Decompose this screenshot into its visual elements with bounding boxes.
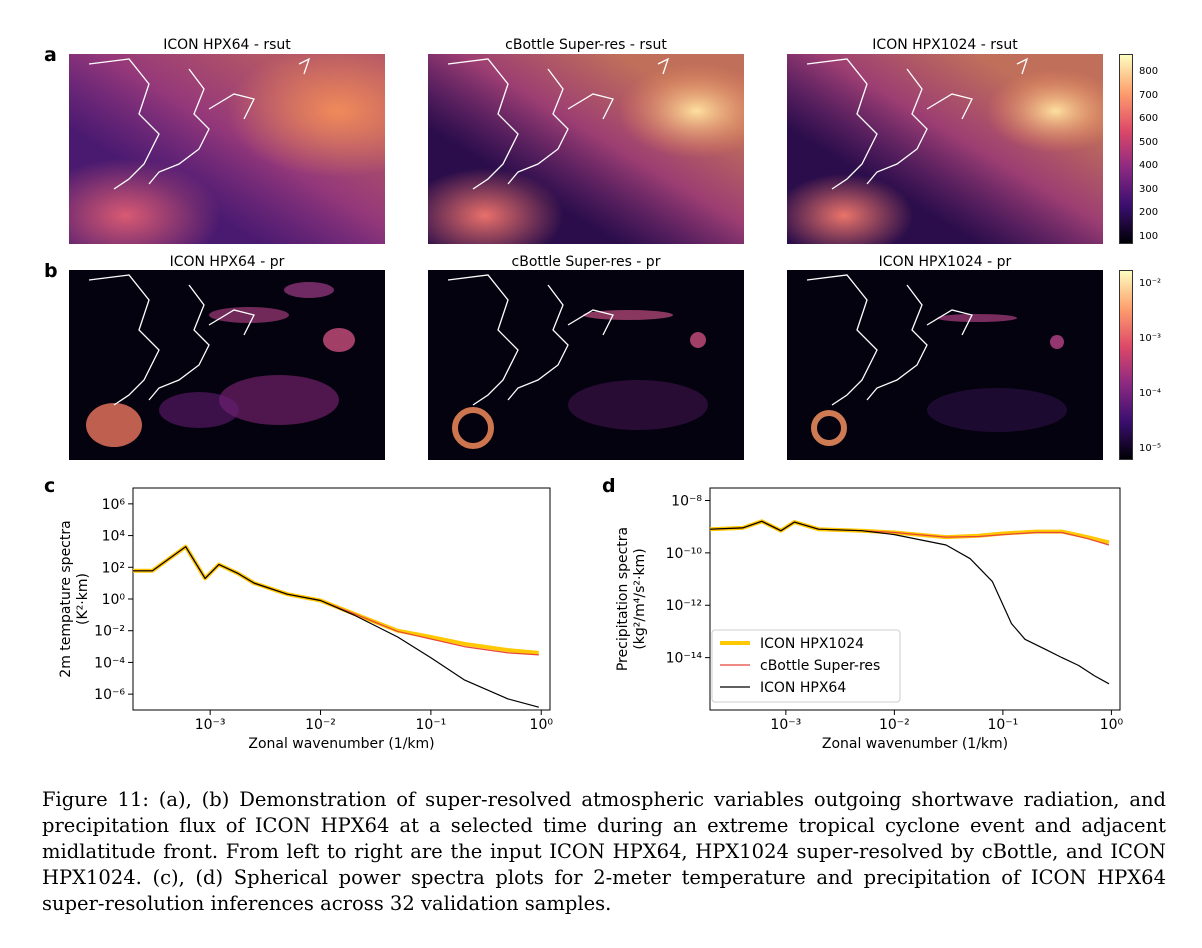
y-tick-label: 10² [102,560,125,576]
series-line-icon-hpx64 [133,546,539,708]
y-tick-label: 10⁶ [102,497,126,513]
pr-colorbar-tick: 10⁻⁴ [1139,388,1162,399]
y-tick-label: 10⁻² [94,624,125,640]
y-tick-label: 10⁻¹⁰ [666,546,703,562]
y-axis-unit: (K²·km) [75,573,91,625]
y-tick-label: 10⁻⁶ [94,687,125,703]
y-tick-label: 10⁰ [102,592,126,608]
map-title-b2: cBottle Super-res - pr [511,254,661,270]
map-title-a2: cBottle Super-res - rsut [505,37,667,53]
rsut-colorbar-tick: 100 [1139,231,1159,242]
y-axis-unit: (kg²/m⁴/s²·km) [632,548,648,649]
rsut-map-hpx1024 [787,54,1103,244]
rsut-colorbar-tick: 600 [1139,113,1159,124]
map-title-b3: ICON HPX1024 - pr [878,254,1012,270]
y-axis-label: Precipitation spectra [615,527,631,671]
figure-caption: Figure 11: (a), (b) Demonstration of sup… [42,788,1166,915]
y-tick-label: 10⁻¹² [666,598,702,614]
legend-frame [711,629,901,703]
rsut-colorbar-tick: 700 [1139,90,1159,101]
panel-letter-d: d [602,475,616,497]
rsut-colorbar-tick: 400 [1139,160,1159,171]
y-tick-label: 10⁻⁴ [94,655,125,671]
map-title-a3: ICON HPX1024 - rsut [872,37,1018,53]
precipitation-spectra-chart: 10⁻³ 10⁻² 10⁻¹ 10⁰ 10⁻⁸ 10⁻¹⁰ 10⁻¹² 10⁻¹⁴ Zonal … [615,487,1124,752]
plot-frame [132,487,551,711]
panel-letter-c: c [44,475,56,497]
legend-label: ICON HPX64 [760,680,846,696]
x-tick-label: 10⁰ [1100,717,1124,733]
y-axis-label: 2m tempature spectra [58,520,74,677]
rsut-colorbar-tick: 200 [1139,207,1159,218]
pr-map-hpx64 [69,270,385,460]
panel-letter-b: b [44,260,58,282]
rsut-map-hpx64 [69,54,385,244]
x-tick-label: 10⁻³ [770,717,801,733]
pr-colorbar [1119,270,1133,460]
y-tick-label: 10⁴ [102,529,126,545]
x-tick-label: 10⁻¹ [987,717,1018,733]
series-line-icon-hpx1024 [133,544,539,655]
x-axis-label: Zonal wavenumber (1/km) [822,736,1008,752]
map-title-b1: ICON HPX64 - pr [169,254,285,270]
x-tick-label: 10⁻³ [195,717,226,733]
plot-frame [709,487,1121,711]
y-tick-label: 10⁻¹⁴ [666,651,703,667]
rsut-colorbar-tick: 800 [1139,66,1159,77]
pr-map-cbottle [428,270,744,460]
x-tick-label: 10⁻² [879,717,910,733]
series-line-icon-hpx64 [709,520,1110,685]
rsut-colorbar-tick: 500 [1139,137,1159,148]
pr-colorbar-tick: 10⁻⁵ [1139,443,1162,454]
panel-letter-a: a [44,44,57,66]
rsut-colorbar-tick: 300 [1139,184,1159,195]
x-axis-label: Zonal wavenumber (1/km) [248,736,434,752]
legend-label: cBottle Super-res [760,658,880,674]
pr-map-hpx1024 [787,270,1103,460]
temperature-spectra-chart: 10⁻³ 10⁻² 10⁻¹ 10⁰ 10⁶ 10⁴ 10² 10⁰ 10⁻² 10⁻⁴ 10⁻⁶ Z… [58,487,554,752]
pr-colorbar-tick: 10⁻² [1139,278,1162,289]
series-line-icon-hpx1024 [709,519,1110,545]
x-tick-label: 10⁻¹ [415,717,446,733]
map-title-a1: ICON HPX64 - rsut [163,37,291,53]
rsut-map-cbottle [428,54,744,244]
x-tick-label: 10⁰ [530,717,554,733]
x-tick-label: 10⁻² [305,717,336,733]
pr-colorbar-tick: 10⁻³ [1139,333,1162,344]
rsut-colorbar [1119,54,1133,244]
chart-legend: ICON HPX1024 cBottle Super-res ICON HPX64 [711,629,901,703]
legend-label: ICON HPX1024 [760,636,864,652]
y-tick-label: 10⁻⁸ [671,493,702,509]
